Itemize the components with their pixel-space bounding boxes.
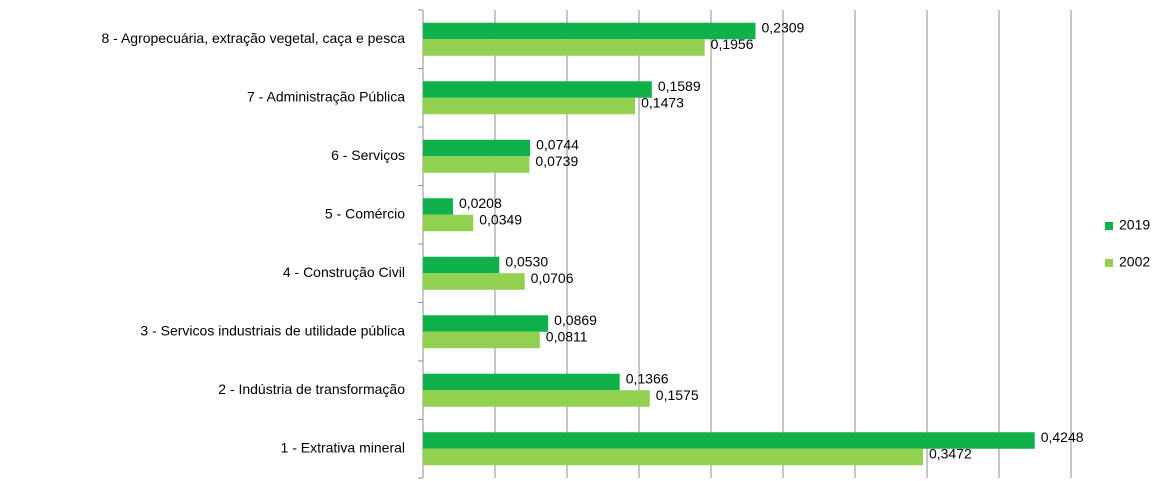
y-tick-label: 6 - Serviços xyxy=(331,147,405,163)
bar xyxy=(423,198,453,215)
bar xyxy=(423,256,500,274)
value-label: 0,0706 xyxy=(531,270,574,286)
bar xyxy=(423,22,756,40)
bar xyxy=(423,315,549,332)
bar xyxy=(423,432,1035,449)
value-label: 0,0739 xyxy=(535,153,578,169)
y-tick-label: 4 - Construção Civil xyxy=(283,264,405,280)
bar xyxy=(423,448,923,466)
bar xyxy=(423,331,540,349)
bar xyxy=(423,139,531,157)
bar xyxy=(423,97,636,115)
y-tick-label: 2 - Indústria de transformação xyxy=(218,381,405,397)
y-tick-label: 1 - Extrativa mineral xyxy=(281,439,405,455)
bar xyxy=(423,39,705,56)
legend-swatch xyxy=(1105,222,1113,230)
y-tick-label: 3 - Servicos industriais de utilidade pú… xyxy=(140,322,405,338)
value-label: 0,0811 xyxy=(546,329,588,345)
value-label: 0,0349 xyxy=(479,212,522,228)
y-tick-label: 8 - Agropecuária, extração vegetal, caça… xyxy=(101,30,405,46)
bar xyxy=(423,373,620,391)
legend-label: 2002 xyxy=(1119,254,1150,270)
legend-swatch xyxy=(1105,259,1113,267)
bar xyxy=(423,273,525,290)
value-label: 0,1589 xyxy=(658,78,701,94)
y-tick-label: 7 - Administração Pública xyxy=(247,88,405,104)
value-label: 0,0744 xyxy=(536,137,579,153)
value-label: 0,0869 xyxy=(554,312,597,328)
value-label: 0,1575 xyxy=(656,387,699,403)
bar xyxy=(423,156,530,173)
value-label: 0,0208 xyxy=(459,195,502,211)
value-label: 0,1473 xyxy=(641,95,684,111)
legend-label: 2019 xyxy=(1119,217,1150,233)
value-label: 0,3472 xyxy=(929,446,972,462)
bar xyxy=(423,214,474,232)
value-label: 0,1956 xyxy=(711,36,754,52)
value-label: 0,0530 xyxy=(505,254,548,270)
value-label: 0,2309 xyxy=(761,20,804,36)
value-label: 0,1366 xyxy=(626,371,669,387)
value-label: 0,4248 xyxy=(1041,429,1084,445)
y-tick-label: 5 - Comércio xyxy=(325,205,405,221)
bar xyxy=(423,390,650,407)
bar xyxy=(423,81,652,98)
